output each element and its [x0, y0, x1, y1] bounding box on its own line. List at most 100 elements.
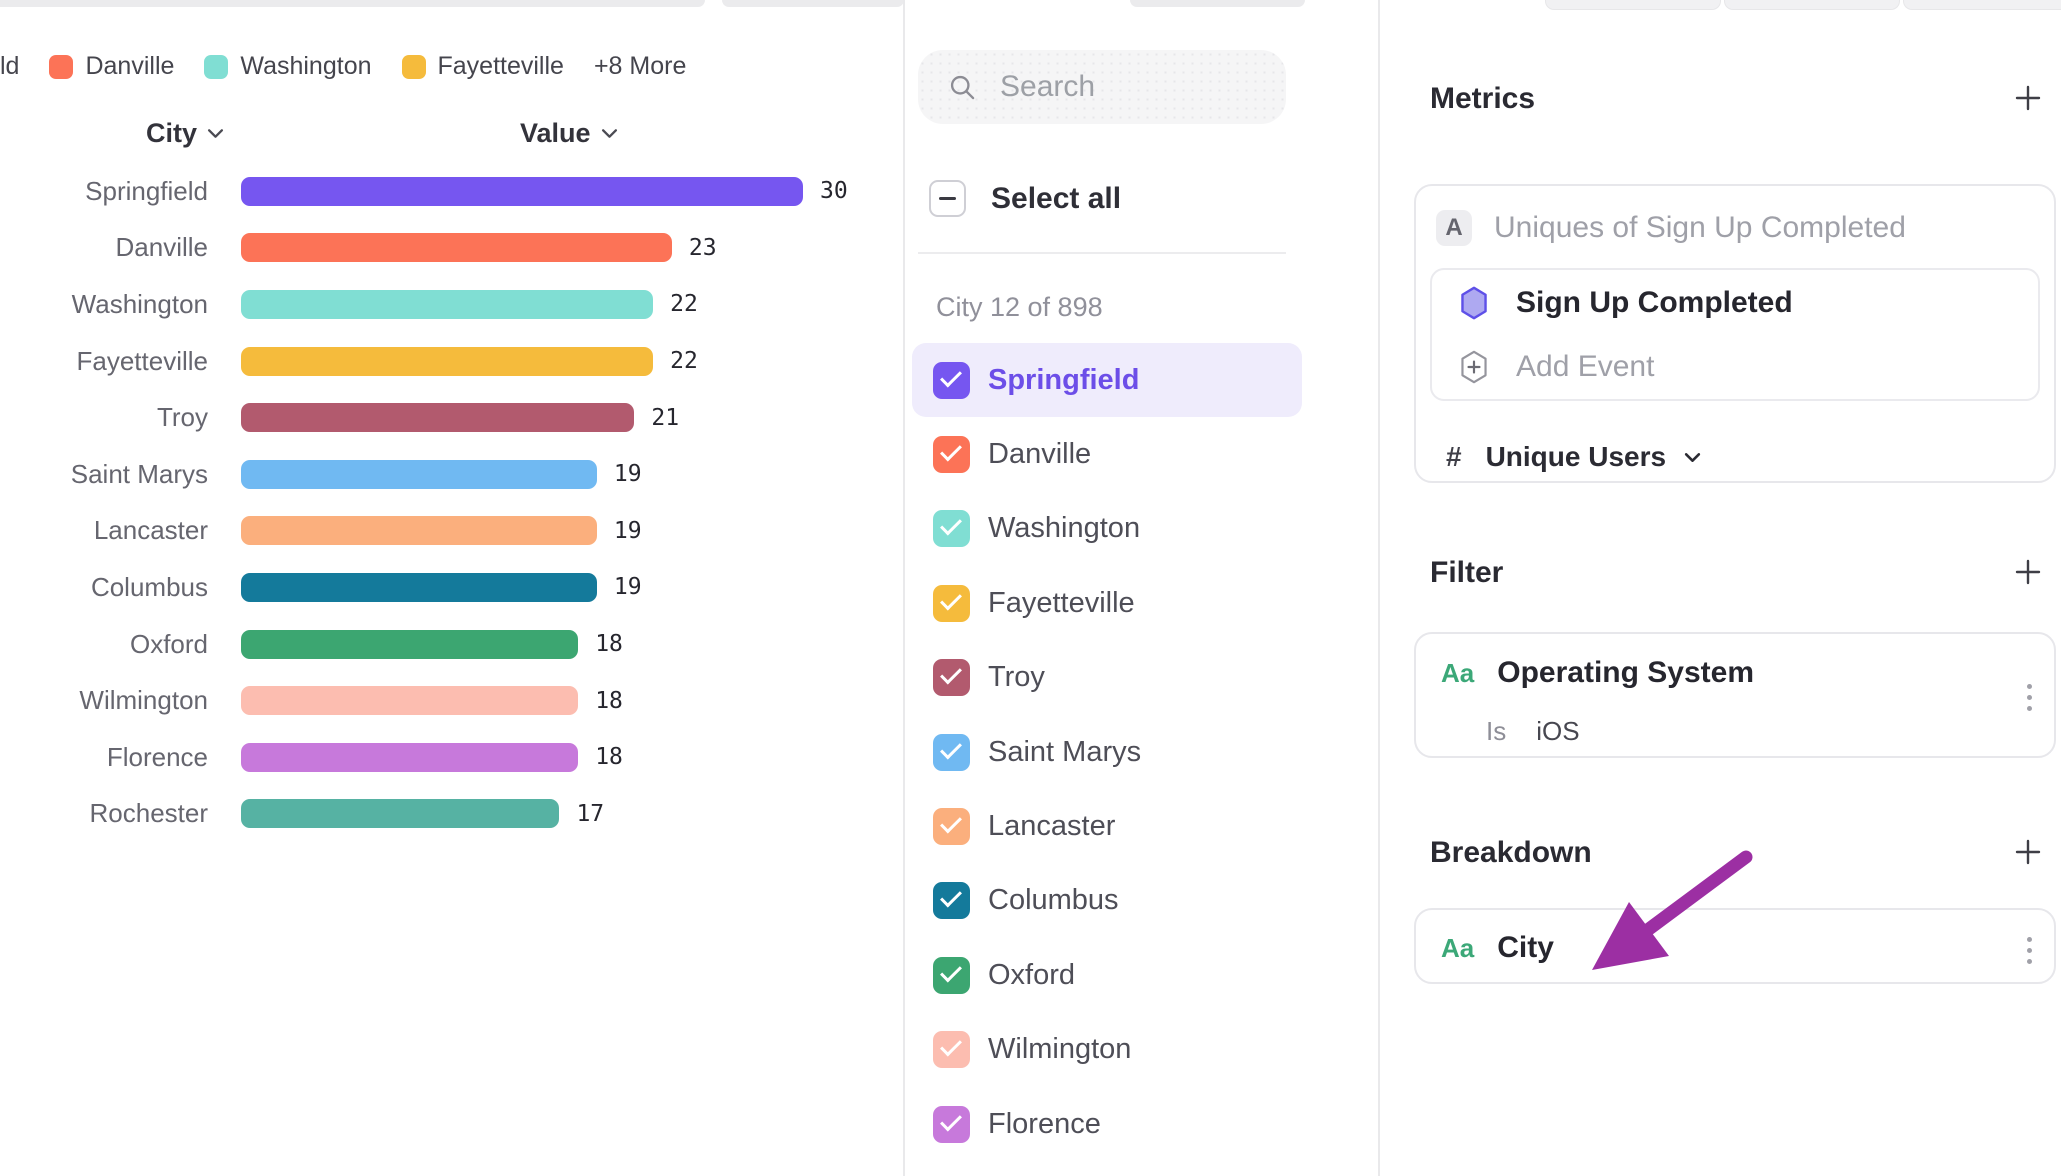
- chart-row: Rochester 17: [0, 786, 904, 843]
- kebab-menu-icon[interactable]: [2027, 937, 2032, 964]
- city-checkbox[interactable]: [933, 436, 970, 474]
- chart-row: Danville 23: [0, 220, 904, 277]
- bar-value-label: 18: [595, 631, 623, 658]
- cropped-toolbar-strip: [1130, 0, 1305, 7]
- chevron-down-icon: [1684, 452, 1701, 462]
- city-option[interactable]: Washington: [912, 492, 1302, 566]
- bar-category-label: Rochester: [89, 798, 209, 829]
- city-option[interactable]: Florence: [912, 1087, 1302, 1161]
- city-option-label: Wilmington: [988, 1033, 1132, 1066]
- bar[interactable]: [241, 403, 635, 433]
- cropped-segment: [1724, 0, 1900, 10]
- city-option[interactable]: Fayetteville: [912, 566, 1302, 640]
- chart-row: Oxford 18: [0, 616, 904, 673]
- filter-card[interactable]: Aa Operating System Is iOS: [1414, 632, 2056, 758]
- bar-category-label: Lancaster: [93, 515, 208, 546]
- bar[interactable]: [241, 233, 672, 263]
- select-all-checkbox[interactable]: [929, 180, 966, 217]
- legend-swatch-icon: [204, 54, 229, 79]
- city-option-label: Florence: [988, 1107, 1101, 1140]
- legend-item[interactable]: Washington: [204, 52, 372, 81]
- bar[interactable]: [241, 459, 597, 489]
- breakdown-heading: Breakdown: [1430, 836, 1592, 869]
- property-type-badge: Aa: [1441, 657, 1475, 688]
- filter-condition[interactable]: Is iOS: [1486, 716, 1580, 747]
- column-header-city[interactable]: City: [146, 118, 224, 149]
- cropped-segment: [1903, 0, 2061, 10]
- bar[interactable]: [241, 799, 560, 829]
- add-breakdown-button[interactable]: [2010, 834, 2046, 870]
- add-filter-button[interactable]: [2010, 554, 2046, 590]
- city-checkbox[interactable]: [933, 510, 970, 548]
- chart-row: Washington 22: [0, 276, 904, 333]
- city-option[interactable]: Danville: [912, 417, 1302, 491]
- city-checkbox[interactable]: [933, 956, 970, 994]
- event-card: Sign Up Completed Add Event: [1430, 268, 2040, 401]
- bar-category-label: Oxford: [129, 628, 208, 659]
- bar-value-label: 18: [595, 687, 623, 714]
- select-all-row[interactable]: Select all: [929, 180, 1121, 217]
- cropped-segmented-control: [1545, 0, 2064, 10]
- legend-label: Danville: [85, 52, 175, 80]
- search-box[interactable]: [918, 50, 1286, 124]
- city-checkbox[interactable]: [933, 1105, 970, 1143]
- city-option[interactable]: Wilmington: [912, 1013, 1302, 1087]
- metric-letter-badge: A: [1436, 210, 1472, 246]
- search-input[interactable]: [1000, 70, 1250, 104]
- bar[interactable]: [241, 686, 579, 716]
- legend-more-link[interactable]: +8 More: [593, 52, 687, 80]
- city-checkbox[interactable]: [933, 733, 970, 771]
- bar-value-label: 18: [595, 744, 623, 771]
- city-checkbox[interactable]: [933, 1031, 970, 1069]
- panel-divider: [1378, 0, 1380, 1176]
- event-row[interactable]: Sign Up Completed: [1459, 286, 1793, 320]
- chart-row: Wilmington 18: [0, 672, 904, 729]
- city-checkbox[interactable]: [933, 808, 970, 846]
- city-option[interactable]: Lancaster: [912, 789, 1302, 863]
- add-event-label: Add Event: [1516, 350, 1655, 383]
- city-option[interactable]: Troy: [912, 641, 1302, 715]
- cropped-segment: [1545, 0, 1721, 10]
- city-option-label: Fayetteville: [988, 586, 1135, 619]
- bar[interactable]: [241, 289, 654, 319]
- city-checkbox[interactable]: [933, 361, 970, 399]
- city-checkbox[interactable]: [933, 584, 970, 622]
- kebab-menu-icon[interactable]: [2027, 684, 2032, 711]
- bar-value-label: 30: [820, 178, 848, 205]
- aggregation-selector[interactable]: # Unique Users: [1446, 441, 1701, 473]
- city-option[interactable]: Springfield: [912, 343, 1302, 418]
- cropped-toolbar-strip: [722, 0, 904, 7]
- filter-value: iOS: [1536, 716, 1580, 746]
- city-option-label: Springfield: [988, 363, 1140, 396]
- chart-row: Springfield 30: [0, 163, 904, 220]
- city-option[interactable]: Oxford: [912, 938, 1302, 1012]
- legend-item[interactable]: Fayetteville: [401, 52, 564, 81]
- chart-row: Lancaster 19: [0, 503, 904, 560]
- panel-divider: [903, 0, 905, 1176]
- select-all-label: Select all: [991, 181, 1122, 215]
- breakdown-card[interactable]: Aa City: [1414, 908, 2056, 984]
- bar[interactable]: [241, 572, 597, 602]
- add-metric-button[interactable]: [2010, 80, 2046, 116]
- city-checkbox[interactable]: [933, 659, 970, 697]
- bar[interactable]: [241, 742, 579, 772]
- legend-item[interactable]: Danville: [49, 52, 174, 81]
- metric-card[interactable]: A Uniques of Sign Up Completed Sign Up C…: [1414, 184, 2056, 483]
- chevron-down-icon: [601, 129, 617, 138]
- bar[interactable]: [241, 629, 579, 659]
- bar[interactable]: [241, 346, 654, 376]
- chart-row: Troy 21: [0, 389, 904, 446]
- city-option-label: Columbus: [988, 884, 1119, 917]
- filter-heading: Filter: [1430, 556, 1504, 589]
- bar[interactable]: [241, 516, 597, 546]
- city-option[interactable]: Columbus: [912, 864, 1302, 938]
- column-header-value[interactable]: Value: [520, 118, 618, 149]
- city-option[interactable]: Saint Marys: [912, 715, 1302, 789]
- city-checkbox[interactable]: [933, 882, 970, 920]
- add-event-row[interactable]: Add Event: [1459, 350, 1654, 384]
- bar-category-label: Washington: [71, 288, 208, 319]
- bar[interactable]: [241, 176, 803, 206]
- bar-value-label: 19: [613, 574, 642, 601]
- bar-value-label: 21: [651, 404, 680, 431]
- column-header-value-label: Value: [520, 118, 591, 148]
